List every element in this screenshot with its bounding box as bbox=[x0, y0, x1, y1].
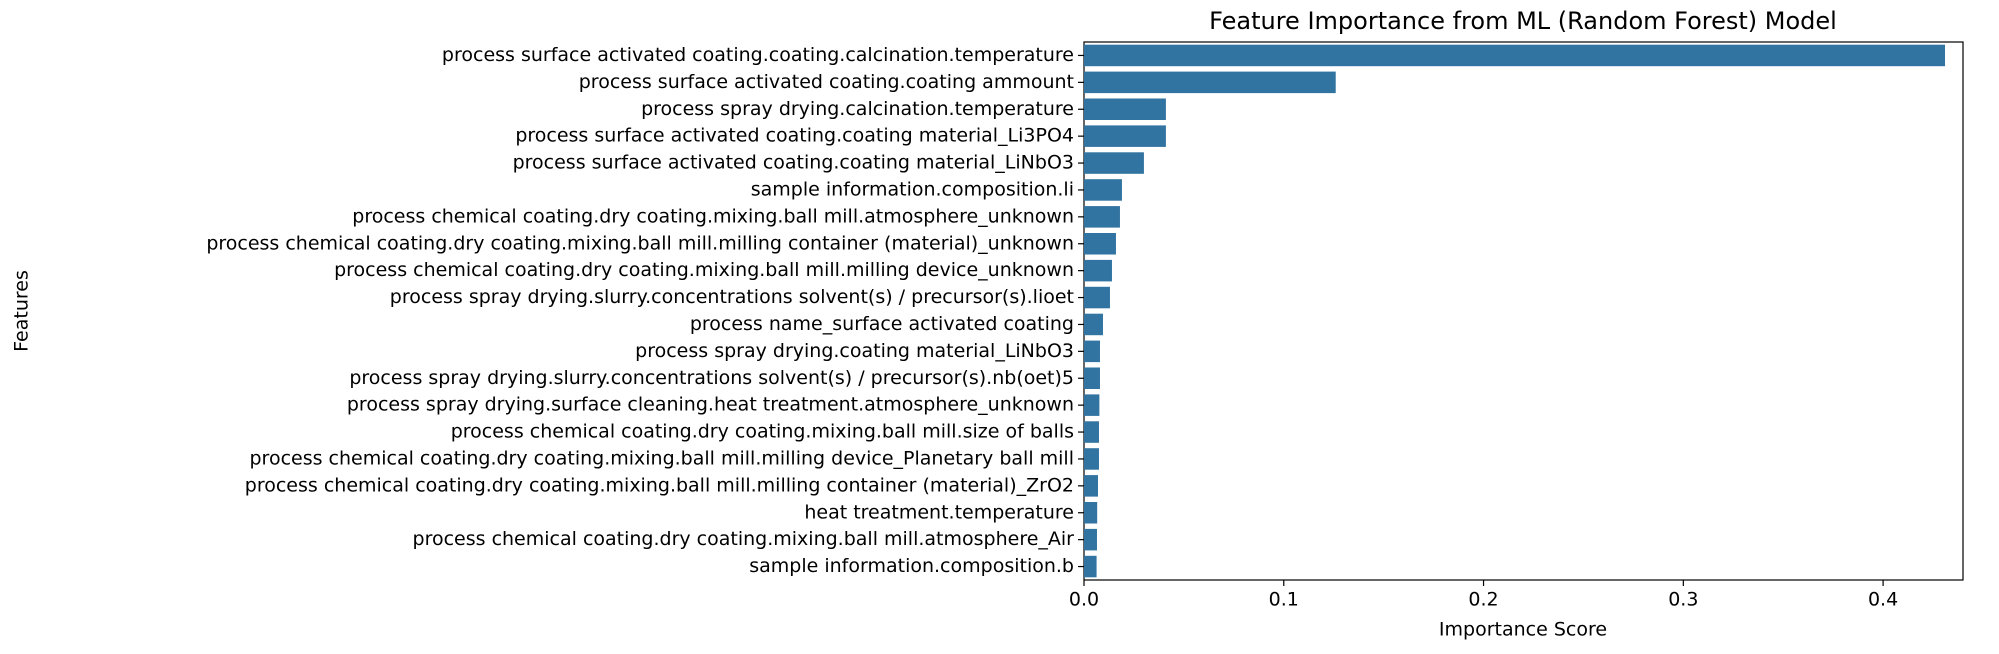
bar bbox=[1084, 98, 1166, 121]
x-tick-label: 0.2 bbox=[1468, 589, 1498, 611]
y-tick-label: process chemical coating.dry coating.mix… bbox=[249, 447, 1074, 469]
bar bbox=[1084, 232, 1116, 255]
y-tick-label: process spray drying.coating material_Li… bbox=[635, 340, 1074, 362]
bar bbox=[1084, 421, 1099, 443]
bar bbox=[1084, 448, 1099, 470]
bar bbox=[1084, 179, 1122, 201]
bar bbox=[1084, 286, 1110, 309]
x-tick-label: 0.0 bbox=[1069, 589, 1099, 611]
bar bbox=[1084, 259, 1112, 282]
bar bbox=[1084, 555, 1097, 578]
bar bbox=[1084, 71, 1336, 94]
x-tick-label: 0.3 bbox=[1668, 589, 1698, 611]
y-tick-label: process spray drying.surface cleaning.he… bbox=[347, 394, 1074, 416]
bar bbox=[1084, 528, 1097, 551]
x-tick-label: 0.4 bbox=[1868, 589, 1898, 611]
y-tick-label: process chemical coating.dry coating.mix… bbox=[451, 421, 1074, 443]
bar bbox=[1084, 44, 1946, 67]
y-tick-label: process spray drying.slurry.concentratio… bbox=[349, 367, 1074, 389]
y-tick-label: process surface activated coating.coatin… bbox=[513, 152, 1074, 174]
y-tick-label: process surface activated coating.coatin… bbox=[515, 125, 1074, 147]
y-tick-label: process chemical coating.dry coating.mix… bbox=[334, 259, 1074, 281]
bar bbox=[1084, 340, 1100, 363]
y-tick-label: process chemical coating.dry coating.mix… bbox=[413, 528, 1075, 550]
y-tick-label: process chemical coating.dry coating.mix… bbox=[206, 232, 1074, 254]
bar bbox=[1084, 367, 1100, 390]
y-tick-label: sample information.composition.b bbox=[749, 555, 1074, 577]
bar bbox=[1084, 125, 1166, 147]
y-tick-label: process chemical coating.dry coating.mix… bbox=[352, 205, 1074, 227]
y-tick-label: process spray drying.slurry.concentratio… bbox=[390, 286, 1074, 308]
y-tick-label: process chemical coating.dry coating.mix… bbox=[245, 474, 1074, 496]
y-axis-label: Features bbox=[11, 270, 33, 352]
bar bbox=[1084, 206, 1120, 228]
y-tick-label: heat treatment.temperature bbox=[804, 501, 1074, 523]
x-axis-label: Importance Score bbox=[1439, 619, 1607, 641]
x-tick-label: 0.1 bbox=[1269, 589, 1299, 611]
y-tick-label: process surface activated coating.coatin… bbox=[579, 71, 1074, 93]
chart-title: Feature Importance from ML (Random Fores… bbox=[1209, 7, 1837, 35]
y-tick-label: process spray drying.calcination.tempera… bbox=[641, 98, 1074, 120]
bar bbox=[1084, 501, 1098, 524]
plot-frame bbox=[1083, 41, 1964, 581]
bar bbox=[1084, 394, 1100, 416]
bar bbox=[1084, 152, 1144, 174]
bar bbox=[1084, 313, 1103, 336]
bar bbox=[1084, 475, 1098, 497]
y-tick-label: process surface activated coating.coatin… bbox=[442, 44, 1074, 66]
y-tick-label: sample information.composition.li bbox=[751, 178, 1074, 200]
y-tick-label: process name_surface activated coating bbox=[690, 313, 1074, 335]
